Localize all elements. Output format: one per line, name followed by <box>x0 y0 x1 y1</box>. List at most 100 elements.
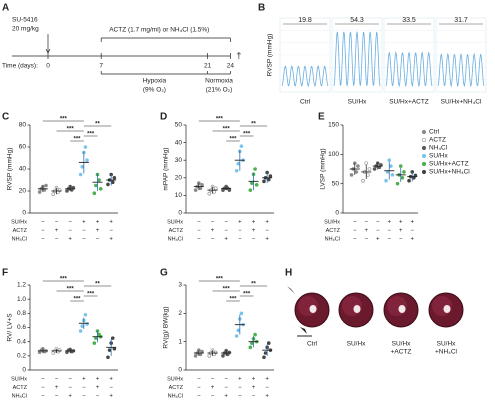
pressure-trace <box>281 65 329 88</box>
treatment: ACTZ (1.7 mg/ml) or NH₄Cl (1.5%) <box>109 27 209 34</box>
design-sign: − <box>238 228 242 234</box>
y-axis-label: RVSP (mmHg) <box>7 148 14 191</box>
y-tick-label: 0.2 <box>17 353 26 360</box>
design-sign: + <box>265 237 269 243</box>
value-label: 19.8 <box>298 17 312 24</box>
design-sign: − <box>410 228 414 234</box>
significance-label: *** <box>229 297 237 303</box>
y-tick-label: 40 <box>175 139 183 146</box>
design-sign: − <box>55 394 59 400</box>
data-point <box>78 172 83 177</box>
legend-marker <box>421 137 427 143</box>
data-point <box>200 183 204 187</box>
data-point <box>390 173 395 177</box>
data-point <box>78 329 83 333</box>
design-sign: − <box>252 237 256 243</box>
data-point <box>367 167 372 171</box>
design-sign: − <box>265 385 269 391</box>
panel-letter: E <box>318 112 325 123</box>
y-tick-label: 0 <box>178 367 182 374</box>
y-tick-label: 0 <box>178 210 182 217</box>
design-sign: + <box>224 237 228 243</box>
design-sign: + <box>252 228 256 234</box>
data-point <box>268 174 273 178</box>
design-sign: − <box>224 220 228 226</box>
design-sign: − <box>252 394 256 400</box>
pressure-trace <box>437 52 485 88</box>
heart-label: SU/Hx <box>392 341 412 348</box>
y-tick-label: 100 <box>328 151 339 158</box>
data-point <box>384 178 388 183</box>
data-point <box>361 178 365 183</box>
data-point <box>92 191 97 195</box>
y-tick-label: 0 <box>22 367 26 374</box>
design-sign: − <box>364 237 368 243</box>
design-sign: − <box>41 394 45 400</box>
design-row-label: ACTZ <box>169 228 184 234</box>
design-sign: − <box>211 394 215 400</box>
significance-label: *** <box>67 287 75 293</box>
design-row-label: SU/Hx <box>324 219 340 225</box>
y-tick-label: 1.0 <box>17 296 26 303</box>
design-sign: − <box>82 237 86 243</box>
legend-marker <box>421 145 427 151</box>
data-point <box>266 341 271 345</box>
y-axis-label: LVSP (mmHg) <box>320 148 327 189</box>
y-tick-label: 80 <box>19 122 27 129</box>
design-row-label: SU/Hx <box>167 376 183 382</box>
y-axis-label: RV/ LV+S <box>7 313 14 342</box>
data-point <box>234 334 239 338</box>
design-sign: − <box>109 228 113 234</box>
design-sign: − <box>364 220 368 226</box>
arrowhead <box>287 286 295 294</box>
design-sign: − <box>197 220 201 226</box>
data-point <box>227 188 232 192</box>
y-tick-label: 3 <box>178 282 182 289</box>
design-sign: + <box>82 377 86 383</box>
category-label: SU/Hx+ACTZ <box>389 99 429 106</box>
y-tick-label: 2 <box>178 310 182 317</box>
y-tick-label: 50 <box>332 180 340 187</box>
data-point <box>51 192 56 197</box>
data-point <box>349 173 354 177</box>
significance-label: *** <box>223 127 231 133</box>
data-point <box>354 170 359 174</box>
design-sign: + <box>55 228 59 234</box>
y-tick-label: 50 <box>175 122 183 129</box>
design-row-label: SU/Hx <box>167 219 183 225</box>
significance-label: *** <box>87 292 95 298</box>
data-point <box>248 345 253 350</box>
panel-letter: F <box>2 268 8 279</box>
phase: (21% O₂) <box>206 87 233 94</box>
data-point <box>236 328 241 333</box>
design-row-label: NH₄Cl <box>168 236 183 242</box>
design-row-label: ACTZ <box>326 228 341 234</box>
day-label: 7 <box>99 63 103 70</box>
y-tick-label: 10 <box>175 192 183 199</box>
design-sign: + <box>265 394 269 400</box>
endpoint: † <box>236 50 241 60</box>
data-point <box>85 158 89 162</box>
panel-letter: B <box>258 3 265 14</box>
pressure-trace <box>385 51 433 88</box>
design-sign: − <box>197 385 201 391</box>
lumen <box>443 305 451 313</box>
design-sign: − <box>55 220 59 226</box>
legend-marker <box>421 169 427 175</box>
data-point <box>254 183 259 187</box>
design-sign: + <box>410 237 414 243</box>
data-point <box>107 348 112 352</box>
significance-label: ** <box>251 122 256 128</box>
design-row-label: SU/Hx <box>11 376 27 382</box>
y-axis-label: RVSP (mmHg) <box>267 34 274 77</box>
design-sign: − <box>238 237 242 243</box>
panel-letter: G <box>160 268 168 279</box>
drug-name: SU-5416 <box>12 17 38 24</box>
design-sign: − <box>41 385 45 391</box>
design-sign: + <box>109 237 113 243</box>
data-point <box>239 144 244 148</box>
data-point <box>248 188 253 192</box>
y-tick-label: 1 <box>178 338 182 345</box>
data-point <box>193 188 198 192</box>
design-sign: − <box>224 385 228 391</box>
